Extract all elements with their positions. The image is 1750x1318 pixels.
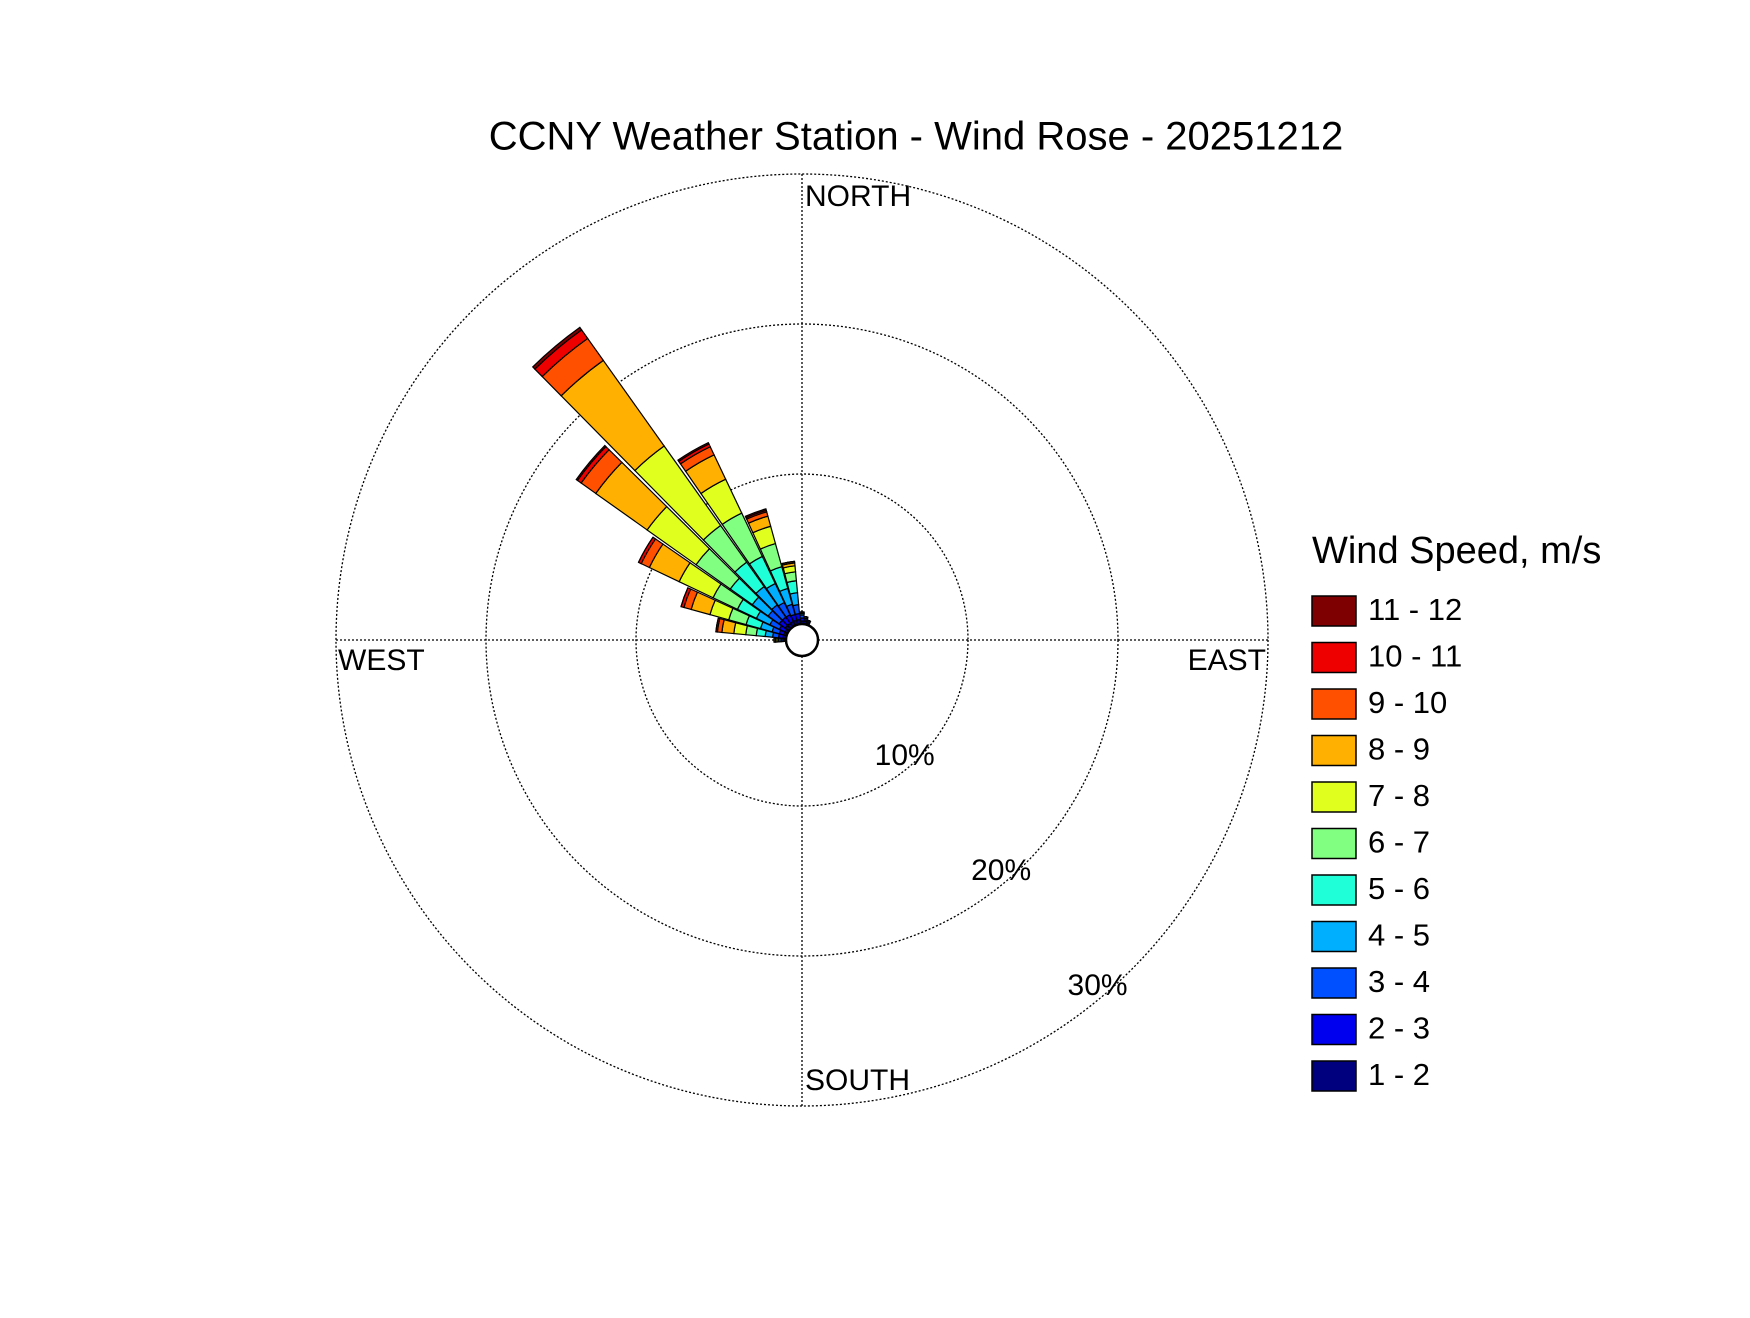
legend-label: 5 - 6 xyxy=(1368,871,1430,906)
legend-title: Wind Speed, m/s xyxy=(1312,530,1601,572)
r-tick-label: 30% xyxy=(1068,969,1128,1002)
legend-swatch xyxy=(1312,689,1356,719)
legend-swatch xyxy=(1312,643,1356,673)
legend-swatch xyxy=(1312,968,1356,998)
legend-swatch xyxy=(1312,1061,1356,1091)
legend-label: 10 - 11 xyxy=(1368,639,1462,674)
legend-label: 3 - 4 xyxy=(1368,964,1430,999)
legend-label: 8 - 9 xyxy=(1368,732,1430,767)
r-tick-label: 20% xyxy=(971,854,1031,887)
legend-swatch xyxy=(1312,829,1356,859)
legend-label: 7 - 8 xyxy=(1368,778,1430,813)
legend-label: 1 - 2 xyxy=(1368,1057,1430,1092)
direction-label: SOUTH xyxy=(805,1064,910,1097)
legend-swatch xyxy=(1312,736,1356,766)
legend-swatch xyxy=(1312,922,1356,952)
legend-label: 9 - 10 xyxy=(1368,685,1447,720)
direction-label: NORTH xyxy=(805,180,911,213)
legend-label: 2 - 3 xyxy=(1368,1011,1430,1046)
center-hole xyxy=(786,624,818,656)
legend-swatch xyxy=(1312,1015,1356,1045)
chart-title: CCNY Weather Station - Wind Rose - 20251… xyxy=(489,115,1344,159)
petals xyxy=(533,327,811,642)
r-tick-label: 10% xyxy=(875,739,935,772)
direction-label: WEST xyxy=(338,644,425,677)
legend-label: 4 - 5 xyxy=(1368,918,1430,953)
legend-swatch xyxy=(1312,596,1356,626)
legend-label: 6 - 7 xyxy=(1368,825,1430,860)
legend-label: 11 - 12 xyxy=(1368,592,1462,627)
legend-swatch xyxy=(1312,875,1356,905)
wedge xyxy=(804,617,808,618)
legend-swatch xyxy=(1312,782,1356,812)
direction-label: EAST xyxy=(1188,644,1266,677)
